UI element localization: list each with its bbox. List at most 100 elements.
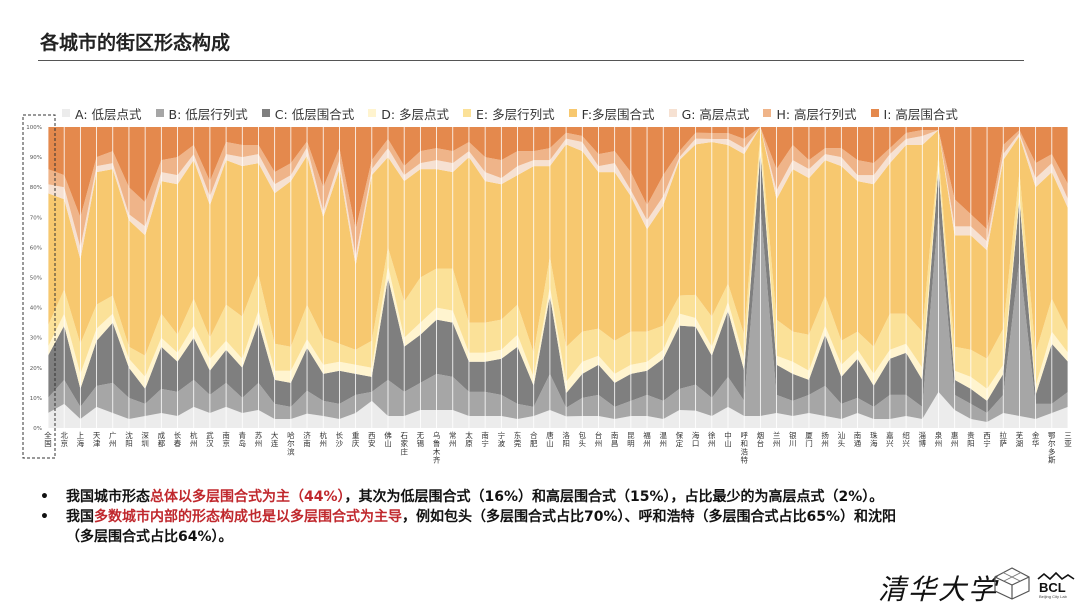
x-tick-label: 长春 (174, 430, 182, 448)
legend-label: E: 多层行列式 (476, 106, 555, 122)
y-axis: 0% 10% 20% 30% 40% 50% 60% 70% 80% 90% 100% (26, 125, 42, 432)
x-tick-label: 温州 (659, 431, 667, 448)
area-series-8 (48, 127, 1068, 257)
bullet-1-text: 我国城市形态 (66, 489, 150, 505)
title-divider (38, 60, 1024, 61)
x-tick-label: 三亚 (1064, 431, 1072, 448)
legend-label: F:多层围合式 (581, 106, 655, 122)
stacked-area-chart: 0% 10% 20% 30% 40% 50% 60% 70% 80% 90% 100% 全国北京上海… (22, 114, 1072, 465)
x-tick-label: 武汉 (206, 430, 214, 448)
x-tick-label: 合肥 (530, 430, 538, 448)
legend-item: E: 多层行列式 (463, 104, 555, 122)
x-tick-label: 海口 (692, 430, 700, 448)
x-tick-label: 徐州 (708, 430, 716, 448)
x-tick-label: 昆明 (627, 431, 635, 448)
legend-label: H: 高层行列式 (776, 106, 857, 122)
plot-area (47, 127, 1069, 428)
x-tick-label: 沈阳 (125, 430, 133, 448)
x-tick-label: 包头 (579, 430, 587, 448)
x-tick-label: 杭州 (190, 430, 198, 448)
y-tick-label: 80% (30, 185, 42, 191)
x-tick-label: 无锡 (417, 431, 425, 448)
y-tick-label: 90% (30, 155, 42, 161)
x-tick-label: 常州 (449, 431, 457, 448)
y-tick-label: 10% (30, 396, 42, 402)
legend-item: F:多层围合式 (568, 104, 655, 122)
area-series-7 (48, 127, 1068, 266)
x-tick-label: 芜湖 (1016, 430, 1024, 448)
y-tick-label: 20% (30, 366, 42, 372)
conclusion-bullets: • 我国城市形态总体以多层围合式为主（44%），其次为低层围合式（16%）和高层… (40, 487, 1040, 547)
bcl-text: BCL (1039, 580, 1066, 595)
x-tick-label: 东莞 (514, 430, 522, 448)
x-tick-label: 惠州 (951, 430, 959, 448)
legend-swatch (155, 109, 164, 117)
x-tick-label: 天津 (93, 431, 101, 448)
x-tick-label: 长沙 (336, 430, 344, 448)
area-series-3 (48, 151, 1068, 413)
legend-swatch (368, 109, 377, 117)
y-tick-label: 30% (30, 336, 42, 342)
legend-label: G: 高层点式 (681, 106, 750, 122)
bullet-2-highlight: 多数城市内部的形态构成也是以多层围合式为主导 (94, 509, 402, 525)
x-tick-label: 南通 (854, 430, 862, 448)
legend-swatch (870, 109, 879, 117)
y-tick-label: 100% (26, 125, 42, 131)
area-series-5 (48, 133, 1068, 389)
x-tick-label: 烟台 (757, 431, 765, 448)
tsinghua-logo: 清华大学 (878, 573, 999, 606)
legend-swatch (668, 109, 677, 117)
bullet-1: • 我国城市形态总体以多层围合式为主（44%），其次为低层围合式（16%）和高层… (40, 487, 1040, 507)
legend-item: D: 多层点式 (368, 104, 449, 122)
x-tick-label: 南昌 (611, 430, 619, 448)
legend-item: A: 低层点式 (62, 104, 142, 122)
x-tick-label: 成都 (158, 430, 166, 448)
x-tick-label: 佛山 (384, 430, 392, 448)
legend-item: H: 高层行列式 (763, 104, 857, 122)
x-tick-label: 全国 (44, 430, 52, 448)
x-tick-label: 杭州 (319, 430, 327, 448)
x-tick-label: 西安 (368, 431, 376, 448)
y-tick-label: 50% (30, 276, 42, 282)
area-series-4 (48, 142, 1068, 401)
x-tick-label: 嘉兴 (886, 430, 894, 448)
x-tick-label: 哈尔滨 (287, 430, 295, 456)
x-tick-label: 石家庄 (400, 431, 408, 456)
cube-icon (994, 567, 1030, 600)
x-tick-label: 宁波 (498, 430, 506, 448)
x-tick-label: 汕头 (838, 430, 846, 448)
legend-label: I: 高层围合式 (883, 106, 958, 122)
x-tick-label: 广州 (109, 430, 117, 448)
x-tick-label: 南京 (222, 430, 230, 448)
y-tick-label: 60% (30, 245, 42, 251)
bullet-dot: • (40, 489, 49, 505)
x-tick-label: 保定 (676, 431, 684, 448)
x-tick-label: 厦门 (805, 431, 813, 448)
x-tick-label: 唐山 (546, 430, 554, 448)
bcl-subtext: Beijing City Lab (1039, 594, 1068, 599)
x-tick-label: 福州 (643, 431, 651, 448)
x-tick-label: 泉州 (935, 430, 943, 448)
bullet-1-highlight: 总体以多层围合式为主（44%） (150, 489, 345, 505)
area-series-9 (48, 127, 1068, 230)
x-tick-label: 南宁 (481, 430, 489, 448)
y-tick-label: 40% (30, 306, 42, 312)
area-series-6 (48, 127, 1068, 359)
x-tick-label: 淄博 (919, 430, 927, 448)
area-series-1 (48, 391, 1068, 428)
x-tick-label: 乌鲁木齐 (433, 430, 441, 465)
legend-swatch (463, 109, 472, 117)
x-tick-label: 银川 (789, 431, 797, 448)
x-tick-label: 贵阳 (967, 430, 975, 448)
legend-item: I: 高层围合式 (870, 104, 958, 122)
x-tick-label: 珠海 (870, 430, 878, 448)
legend-label: C: 低层围合式 (274, 106, 355, 122)
x-tick-label: 太原 (465, 430, 473, 448)
x-axis: 全国北京上海天津广州沈阳深圳成都长春杭州武汉南京青岛苏州大连哈尔滨济南杭州长沙重… (44, 430, 1072, 465)
legend-swatch (568, 109, 577, 117)
x-tick-label: 北京 (60, 431, 68, 448)
legend-item: B: 低层行列式 (155, 104, 248, 122)
bullet-2-text: 我国 (66, 509, 94, 525)
legend-item: C: 低层围合式 (261, 104, 355, 122)
legend-label: D: 多层点式 (381, 106, 450, 122)
